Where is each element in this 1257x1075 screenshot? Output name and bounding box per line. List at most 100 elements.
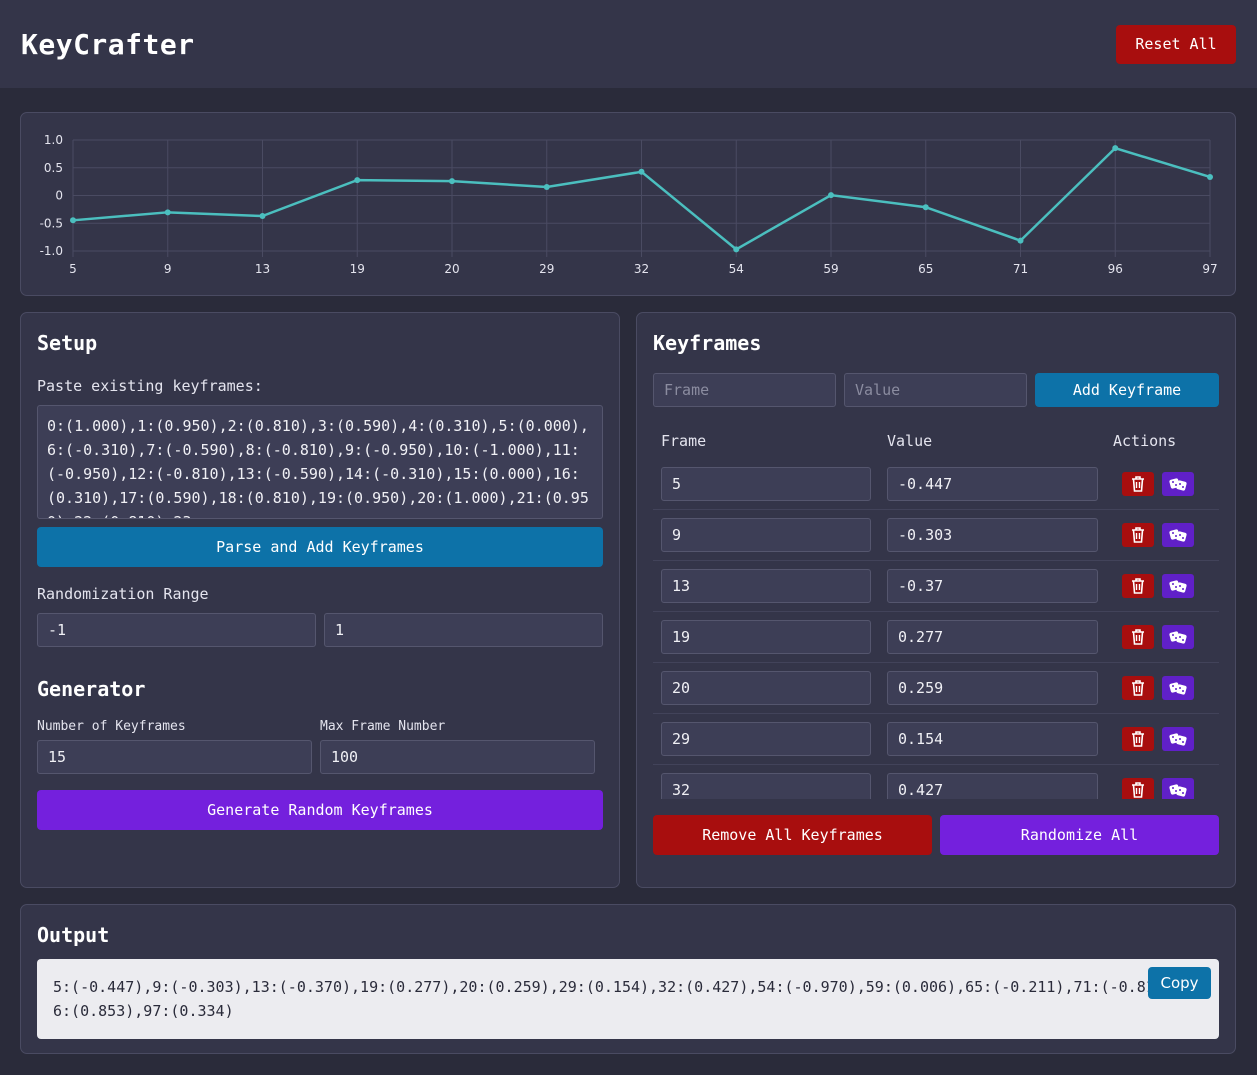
delete-keyframe-button[interactable] xyxy=(1122,625,1154,649)
generate-random-button[interactable]: Generate Random Keyframes xyxy=(37,790,603,830)
keyframes-table[interactable]: Frame Value Actions 5 -0.447 9 -0.303 13 -0.3… xyxy=(653,423,1219,799)
keyframe-row: 9 -0.303 xyxy=(653,510,1219,561)
keyframe-value-input[interactable]: -0.303 xyxy=(887,518,1098,552)
keyframe-frame-input[interactable]: 20 xyxy=(661,671,871,705)
keyframes-title: Keyframes xyxy=(653,331,762,355)
dice-icon xyxy=(1169,782,1187,798)
paste-label: Paste existing keyframes: xyxy=(37,377,263,395)
x-tick-label: 54 xyxy=(729,262,744,276)
keyframe-frame-input[interactable]: 13 xyxy=(661,569,871,603)
app-header: KeyCrafter Reset All xyxy=(0,0,1257,88)
reset-all-button[interactable]: Reset All xyxy=(1116,24,1236,64)
delete-keyframe-button[interactable] xyxy=(1122,574,1154,598)
table-header: Frame Value Actions xyxy=(653,423,1219,459)
delete-keyframe-button[interactable] xyxy=(1122,472,1154,496)
x-tick-label: 29 xyxy=(539,262,554,276)
dice-icon xyxy=(1169,731,1187,747)
frame-input[interactable]: Frame xyxy=(653,373,836,407)
keyframe-value-input[interactable]: 0.154 xyxy=(887,722,1098,756)
x-tick-label: 96 xyxy=(1108,262,1123,276)
trash-icon xyxy=(1131,476,1145,492)
setup-title: Setup xyxy=(37,331,98,355)
x-tick-label: 19 xyxy=(350,262,365,276)
data-point xyxy=(259,213,266,220)
randomize-keyframe-button[interactable] xyxy=(1162,727,1194,751)
data-point xyxy=(1207,173,1213,180)
keyframe-frame-input[interactable]: 5 xyxy=(661,467,871,501)
randomize-keyframe-button[interactable] xyxy=(1162,574,1194,598)
keyframe-value-input[interactable]: 0.427 xyxy=(887,773,1098,799)
randomize-keyframe-button[interactable] xyxy=(1162,523,1194,547)
dice-icon xyxy=(1169,578,1187,594)
range-max-input[interactable]: 1 xyxy=(324,613,603,647)
data-point xyxy=(922,204,929,211)
max-frame-input[interactable]: 100 xyxy=(320,740,595,774)
chart-panel: 1.0 0.5 0 -0.5 -1.0 5 9 13 19 20 29 32 54 59 65 71 96 97 xyxy=(20,112,1236,296)
keyframe-row: 20 0.259 xyxy=(653,663,1219,714)
keyframe-frame-input[interactable]: 9 xyxy=(661,518,871,552)
keyframe-value-input[interactable]: 0.277 xyxy=(887,620,1098,654)
keyframe-frame-input[interactable]: 32 xyxy=(661,773,871,799)
x-tick-label: 5 xyxy=(69,262,77,276)
col-frame: Frame xyxy=(661,432,707,450)
col-actions: Actions xyxy=(1113,432,1177,450)
data-point xyxy=(1017,237,1024,244)
add-keyframe-button[interactable]: Add Keyframe xyxy=(1035,373,1219,407)
keyframe-row: 13 -0.37 xyxy=(653,561,1219,612)
remove-all-button[interactable]: Remove All Keyframes xyxy=(653,815,932,855)
delete-keyframe-button[interactable] xyxy=(1122,727,1154,751)
keyframe-value-input[interactable]: -0.37 xyxy=(887,569,1098,603)
dice-icon xyxy=(1169,476,1187,492)
x-tick-label: 20 xyxy=(444,262,459,276)
output-title: Output xyxy=(37,923,110,947)
trash-icon xyxy=(1131,578,1145,594)
x-tick-label: 97 xyxy=(1202,262,1217,276)
dice-icon xyxy=(1169,680,1187,696)
keyframe-chart: 1.00.50-0.5-1.05 9 13 19 20 29 32 54 59 65 71 96 97 xyxy=(40,133,1218,276)
col-value: Value xyxy=(887,432,933,450)
randomize-all-button[interactable]: Randomize All xyxy=(940,815,1219,855)
dice-icon xyxy=(1169,527,1187,543)
generator-title: Generator xyxy=(37,677,146,701)
delete-keyframe-button[interactable] xyxy=(1122,523,1154,547)
randomize-keyframe-button[interactable] xyxy=(1162,778,1194,799)
delete-keyframe-button[interactable] xyxy=(1122,676,1154,700)
data-point xyxy=(449,178,455,185)
x-tick-label: 32 xyxy=(634,262,649,276)
randomize-keyframe-button[interactable] xyxy=(1162,472,1194,496)
keyframe-row: 29 0.154 xyxy=(653,714,1219,765)
copy-button[interactable]: Copy xyxy=(1148,967,1211,999)
data-point xyxy=(733,246,740,253)
y-tick-label: 1.0 xyxy=(44,133,63,147)
output-panel: Output 5:(-0.447),9:(-0.303),13:(-0.370)… xyxy=(20,904,1236,1054)
setup-panel: Setup Paste existing keyframes: 0:(1.000… xyxy=(20,312,620,888)
randomize-keyframe-button[interactable] xyxy=(1162,676,1194,700)
randomize-keyframe-button[interactable] xyxy=(1162,625,1194,649)
delete-keyframe-button[interactable] xyxy=(1122,778,1154,799)
keyframe-frame-input[interactable]: 29 xyxy=(661,722,871,756)
keyframe-value-input[interactable]: -0.447 xyxy=(887,467,1098,501)
data-point xyxy=(164,209,171,216)
num-keyframes-label: Number of Keyframes xyxy=(37,719,186,734)
value-input[interactable]: Value xyxy=(844,373,1027,407)
y-tick-label: 0 xyxy=(55,189,63,203)
x-tick-label: 59 xyxy=(823,262,838,276)
randomization-range-label: Randomization Range xyxy=(37,585,209,603)
data-point xyxy=(828,192,834,199)
output-box: 5:(-0.447),9:(-0.303),13:(-0.370),19:(0.… xyxy=(37,959,1219,1039)
num-keyframes-input[interactable]: 15 xyxy=(37,740,312,774)
keyframe-value-input[interactable]: 0.259 xyxy=(887,671,1098,705)
y-tick-label: -0.5 xyxy=(40,216,63,230)
keyframes-panel: Keyframes Frame Value Add Keyframe Frame… xyxy=(636,312,1236,888)
dice-icon xyxy=(1169,629,1187,645)
x-tick-label: 13 xyxy=(255,262,270,276)
trash-icon xyxy=(1131,527,1145,543)
x-tick-label: 71 xyxy=(1013,262,1028,276)
parse-add-button[interactable]: Parse and Add Keyframes xyxy=(37,527,603,567)
data-point xyxy=(543,183,550,190)
keyframe-frame-input[interactable]: 19 xyxy=(661,620,871,654)
paste-keyframes-textarea[interactable]: 0:(1.000),1:(0.950),2:(0.810),3:(0.590),… xyxy=(37,405,603,519)
data-point xyxy=(70,217,76,224)
range-min-input[interactable]: -1 xyxy=(37,613,316,647)
trash-icon xyxy=(1131,680,1145,696)
